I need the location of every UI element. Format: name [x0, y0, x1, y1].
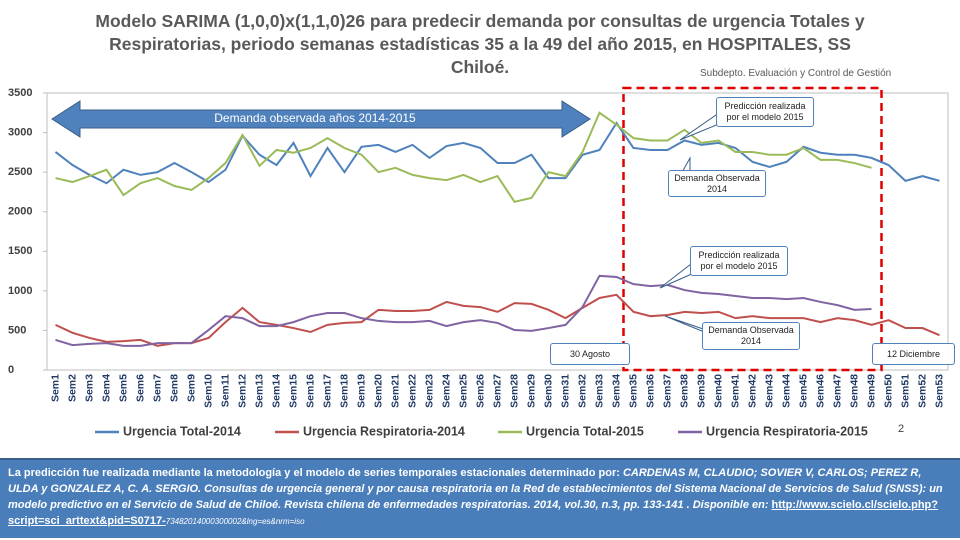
x-tick-label: Sem23 — [423, 374, 435, 408]
x-tick-label: Sem5 — [117, 374, 129, 402]
x-tick-label: Sem16 — [304, 374, 316, 408]
x-tick-label: Sem41 — [729, 374, 741, 408]
annotation: 30 Agosto — [550, 343, 630, 365]
x-tick-label: Sem45 — [797, 374, 809, 408]
x-tick-label: Sem14 — [270, 374, 282, 408]
prediction-window — [622, 86, 883, 372]
x-tick-label: Sem31 — [559, 374, 571, 408]
series-line — [55, 111, 872, 203]
x-tick-label: Sem32 — [576, 374, 588, 408]
footer-link-tail: 73482014000300002&lng=es&nrm=iso — [165, 517, 305, 526]
x-tick-label: Sem4 — [100, 374, 112, 402]
x-tick-label: Sem43 — [763, 374, 775, 408]
annotation: 12 Diciembre — [872, 343, 955, 365]
y-tick-label: 2000 — [8, 206, 32, 218]
x-tick-label: Sem42 — [746, 374, 758, 408]
x-tick-label: Sem15 — [287, 374, 299, 408]
x-tick-label: Sem30 — [542, 374, 554, 408]
x-tick-label: Sem12 — [236, 374, 248, 408]
x-tick-label: Sem33 — [593, 374, 605, 408]
chart-title: Modelo SARIMA (1,0,0)x(1,1,0)26 para pre… — [95, 11, 865, 77]
x-tick-label: Sem13 — [253, 374, 265, 408]
x-tick-label: Sem52 — [916, 374, 928, 408]
x-tick-label: Sem25 — [457, 374, 469, 408]
x-tick-label: Sem34 — [610, 374, 622, 408]
footer: La predicción fue realizada mediante la … — [0, 458, 960, 538]
legend-label: Urgencia Respiratoria-2014 — [303, 424, 465, 438]
y-tick-label: 1500 — [8, 245, 32, 257]
x-tick-label: Sem2 — [66, 374, 78, 402]
y-tick-label: 500 — [8, 324, 26, 336]
x-tick-label: Sem27 — [491, 374, 503, 408]
x-tick-label: Sem28 — [508, 374, 520, 408]
x-tick-label: Sem44 — [780, 374, 792, 408]
footer-intro: La predicción fue realizada mediante la … — [8, 467, 623, 479]
series-line — [55, 293, 940, 347]
footer-citation: CARDENAS M, CLAUDIO; SOVIER V, CARLOS; P… — [8, 467, 943, 511]
x-tick-label: Sem11 — [219, 374, 231, 407]
x-tick-label: Sem8 — [168, 374, 180, 402]
x-tick-label: Sem39 — [695, 374, 707, 408]
x-tick-label: Sem51 — [899, 374, 911, 408]
x-tick-label: Sem40 — [712, 374, 724, 408]
x-tick-label: Sem46 — [814, 374, 826, 408]
y-tick-label: 2500 — [8, 166, 32, 178]
x-tick-label: Sem49 — [865, 374, 877, 408]
x-tick-label: Sem21 — [389, 374, 401, 408]
x-tick-label: Sem47 — [831, 374, 843, 408]
footer-link[interactable]: http://www.scielo.cl/scielo.php?script=s… — [8, 499, 938, 527]
x-tick-label: Sem18 — [338, 374, 350, 408]
annotation: Predicción realizada por el modelo 2015 — [690, 246, 788, 276]
x-tick-label: Sem20 — [372, 374, 384, 408]
x-tick-label: Sem53 — [933, 374, 945, 408]
range-arrow — [51, 100, 591, 138]
series-line — [55, 274, 872, 347]
x-tick-label: Sem7 — [151, 374, 163, 402]
x-tick-label: Sem38 — [678, 374, 690, 408]
y-tick-label: 0 — [8, 364, 14, 376]
legend-label: Urgencia Respiratoria-2015 — [706, 424, 868, 438]
x-tick-label: Sem1 — [49, 374, 61, 402]
x-tick-label: Sem3 — [83, 374, 95, 402]
x-tick-label: Sem50 — [882, 374, 894, 408]
chart: 0 500 1000 1500 2000 2500 3000 3500 Sem1 Sem2 Sem3… — [8, 86, 949, 438]
x-tick-label: Sem36 — [644, 374, 656, 408]
y-tick-label: 3000 — [8, 126, 32, 138]
x-tick-label: Sem24 — [440, 374, 452, 408]
series-line — [54, 121, 940, 185]
x-tick-label: Sem48 — [848, 374, 860, 408]
x-tick-label: Sem35 — [627, 374, 639, 408]
x-tick-label: Sem6 — [134, 374, 146, 402]
plot-frame — [46, 92, 949, 371]
x-tick-label: Sem29 — [525, 374, 537, 408]
x-tick-label: Sem9 — [185, 374, 197, 402]
legend-label: Urgencia Total-2014 — [123, 424, 241, 438]
x-tick-label: Sem37 — [661, 374, 673, 408]
x-tick-label: Sem22 — [406, 374, 418, 408]
page-number: 2 — [898, 423, 904, 435]
y-tick-label: 1000 — [8, 285, 32, 297]
x-tick-label: Sem17 — [321, 374, 333, 408]
annotation: Demanda Observada 2014 — [668, 170, 766, 197]
x-tick-label: Sem19 — [355, 374, 367, 408]
annotation: Predicción realizada por el modelo 2015 — [716, 97, 814, 127]
annotation: Demanda observada años 2014-2015 — [214, 111, 416, 125]
x-tick-label: Sem10 — [202, 374, 214, 408]
annotation: Demanda Observada 2014 — [702, 322, 800, 350]
legend-label: Urgencia Total-2015 — [526, 424, 644, 438]
x-tick-label: Sem26 — [474, 374, 486, 408]
y-tick-label: 3500 — [8, 87, 32, 99]
subtitle: Subdepto. Evaluación y Control de Gestió… — [700, 68, 892, 79]
